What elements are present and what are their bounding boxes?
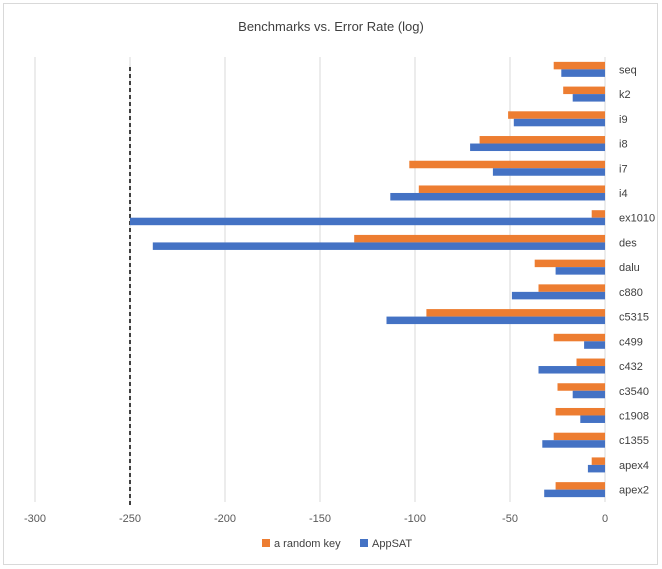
bar-random-key-k2 — [563, 86, 605, 95]
bar-appsat-c499 — [584, 341, 605, 349]
x-tick-label: 0 — [602, 513, 608, 525]
x-tick-label: -300 — [24, 513, 46, 525]
category-label: c499 — [619, 336, 643, 348]
x-tick-label: -150 — [309, 513, 331, 525]
legend-label: a random key — [274, 538, 341, 550]
category-label: k2 — [619, 89, 631, 101]
bar-appsat-k2 — [572, 94, 605, 102]
x-tick-label: -250 — [119, 513, 141, 525]
bar-random-key-ex1010 — [591, 210, 605, 218]
category-label: i8 — [619, 139, 628, 151]
bar-random-key-c880 — [538, 284, 605, 292]
bar-random-key-i9 — [508, 111, 605, 119]
category-label: des — [619, 237, 637, 249]
bar-random-key-c432 — [576, 358, 605, 367]
bar-random-key-dalu — [534, 259, 605, 268]
bar-appsat-apex2 — [544, 489, 605, 498]
bar-appsat-c3540 — [572, 390, 605, 399]
bar-random-key-c1355 — [553, 432, 605, 441]
bar-appsat-c1355 — [542, 440, 605, 448]
legend-swatch — [360, 539, 368, 547]
legend-swatch — [262, 539, 270, 547]
category-label: c3540 — [619, 386, 649, 398]
bar-random-key-c1908 — [555, 407, 605, 416]
bar-appsat-c880 — [511, 291, 605, 300]
category-label: ex1010 — [619, 213, 655, 225]
bar-appsat-i8 — [470, 143, 605, 152]
bar-random-key-c5315 — [426, 309, 605, 317]
bar-random-key-des — [354, 234, 605, 243]
category-label: i4 — [619, 188, 628, 200]
chart-title: Benchmarks vs. Error Rate (log) — [238, 19, 424, 34]
bar-random-key-apex4 — [591, 457, 605, 465]
bar-appsat-apex4 — [587, 464, 605, 473]
category-label: apex2 — [619, 485, 649, 497]
legend: a random key AppSAT — [262, 538, 412, 550]
bar-random-key-i7 — [409, 160, 605, 169]
bar-appsat-ex1010 — [130, 217, 605, 226]
legend-label: AppSAT — [372, 538, 412, 550]
bar-appsat-des — [152, 242, 606, 250]
bar-appsat-c5315 — [386, 316, 605, 325]
bar-appsat-i7 — [492, 168, 605, 176]
bar-random-key-apex2 — [555, 482, 605, 490]
x-tick-labels: -300 -250 -200 -150 -100 -50 0 — [24, 513, 608, 525]
category-label: c5315 — [619, 312, 649, 324]
category-label: c1355 — [619, 435, 649, 447]
bars — [130, 61, 606, 498]
bar-random-key-c499 — [553, 333, 605, 342]
category-labels: seq k2 i9 i8 i7 i4 ex1010 des dalu c880 c5315 c499 c… — [619, 64, 655, 496]
bar-random-key-c3540 — [557, 383, 605, 391]
bar-random-key-seq — [553, 61, 605, 70]
bar-appsat-c1908 — [580, 415, 605, 423]
bar-random-key-i8 — [479, 136, 605, 144]
bar-appsat-i4 — [390, 192, 605, 201]
bar-appsat-seq — [561, 69, 605, 77]
category-label: seq — [619, 64, 637, 76]
category-label: apex4 — [619, 460, 649, 472]
x-tick-label: -200 — [214, 513, 236, 525]
chart-frame — [3, 3, 658, 565]
bar-appsat-i9 — [513, 118, 605, 127]
bar-random-key-i4 — [418, 185, 605, 193]
category-label: c880 — [619, 287, 643, 299]
bar-appsat-c432 — [538, 366, 605, 374]
category-label: c1908 — [619, 410, 649, 422]
x-tick-label: -100 — [404, 513, 426, 525]
category-label: c432 — [619, 361, 643, 373]
x-tick-label: -50 — [502, 513, 518, 525]
category-label: i9 — [619, 114, 628, 126]
bar-appsat-dalu — [555, 267, 605, 275]
category-label: i7 — [619, 163, 628, 175]
category-label: dalu — [619, 262, 640, 274]
